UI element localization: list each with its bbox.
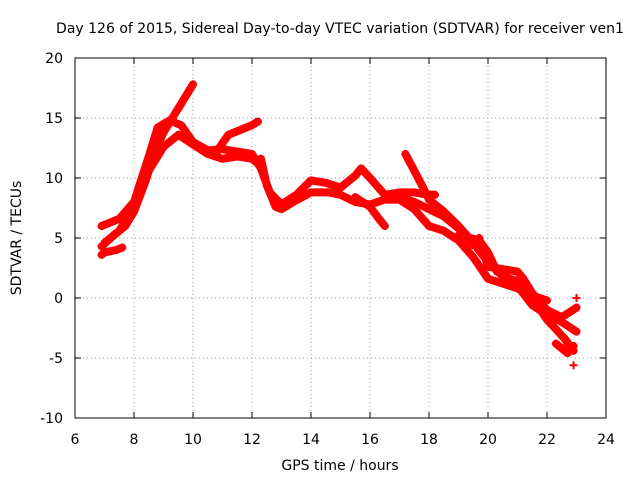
x-tick-label: 16 [361, 432, 379, 448]
series-trace-track-12 [551, 339, 578, 358]
data-point-marker [551, 339, 560, 348]
data-point-marker [572, 303, 581, 312]
y-tick-label: 15 [45, 111, 63, 127]
y-tick-label: 0 [54, 291, 63, 307]
x-axis-label: GPS time / hours [281, 458, 398, 474]
series-trace-track-4 [100, 130, 265, 247]
data-point-marker [212, 147, 221, 156]
series-trace-track-3 [97, 243, 127, 259]
x-tick-label: 6 [71, 432, 80, 448]
y-axis-label: SDTVAR / TECUs [9, 181, 25, 296]
grid-layer [75, 58, 606, 418]
series-trace-track-11 [484, 258, 578, 355]
data-point-marker [100, 238, 109, 247]
x-tick-label: 14 [302, 432, 320, 448]
x-tick-label: 10 [184, 432, 202, 448]
data-point-marker [454, 231, 463, 240]
data-point-marker [118, 243, 127, 252]
tick-layer: 6 8 10 12 14 16 18 20 22 24 -10 -5 0 5 10 15 20 [40, 51, 615, 448]
data-point-marker [380, 222, 389, 230]
data-point-marker [97, 250, 106, 259]
series-trace-track-10 [454, 231, 501, 276]
series-layer [97, 80, 581, 370]
series-trace-track-7 [351, 193, 389, 230]
data-point-marker [569, 342, 578, 350]
x-tick-label: 24 [597, 432, 615, 448]
x-tick-label: 12 [243, 432, 261, 448]
y-tick-label: 20 [45, 51, 63, 67]
data-point-marker [401, 150, 410, 158]
series-trace-track-5 [212, 117, 262, 156]
chart-title: Day 126 of 2015, Sidereal Day-to-day VTE… [56, 21, 624, 37]
y-tick-label: 5 [54, 231, 63, 247]
x-tick-label: 20 [479, 432, 497, 448]
x-tick-label: 8 [130, 432, 139, 448]
data-point-marker [569, 361, 578, 370]
data-point-marker [351, 193, 360, 202]
y-tick-label: -5 [49, 351, 63, 367]
data-point-marker [97, 222, 106, 230]
data-point-marker [395, 193, 404, 202]
data-point-marker [189, 80, 197, 89]
x-tick-label: 18 [420, 432, 438, 448]
x-tick-label: 22 [538, 432, 556, 448]
series-trace-track-6 [256, 154, 551, 305]
data-point-marker [253, 117, 262, 126]
data-point-marker [484, 258, 492, 266]
y-tick-label: 10 [45, 171, 63, 187]
data-point-marker [572, 294, 581, 302]
y-tick-label: -10 [40, 411, 63, 427]
data-point-marker [430, 190, 439, 199]
data-point-marker [572, 327, 581, 336]
data-point-marker [543, 296, 551, 305]
data-point-marker [256, 154, 265, 163]
